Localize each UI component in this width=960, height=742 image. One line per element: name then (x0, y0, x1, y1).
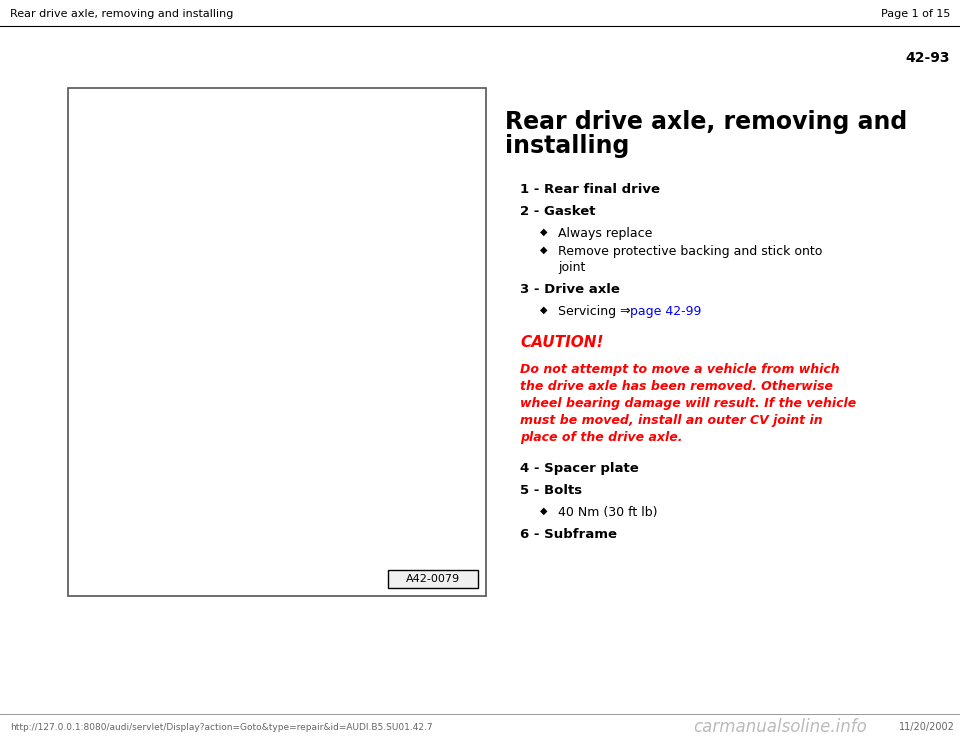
Text: 4 - Spacer plate: 4 - Spacer plate (520, 462, 638, 475)
Text: Servicing ⇒: Servicing ⇒ (558, 305, 635, 318)
Text: 11/20/2002: 11/20/2002 (900, 722, 955, 732)
Text: A42-0079: A42-0079 (406, 574, 460, 584)
Text: Do not attempt to move a vehicle from which: Do not attempt to move a vehicle from wh… (520, 363, 840, 376)
Bar (388, 570, 478, 588)
Text: joint: joint (558, 261, 586, 274)
Text: CAUTION!: CAUTION! (520, 335, 604, 350)
Text: page 42-99: page 42-99 (630, 305, 702, 318)
Text: Rear drive axle, removing and: Rear drive axle, removing and (505, 110, 907, 134)
Text: wheel bearing damage will result. If the vehicle: wheel bearing damage will result. If the… (520, 397, 856, 410)
Text: ◆: ◆ (540, 305, 547, 315)
Text: 6 - Subframe: 6 - Subframe (520, 528, 617, 541)
Text: 2 - Gasket: 2 - Gasket (520, 205, 595, 218)
Text: ◆: ◆ (540, 506, 547, 516)
Text: carmanualsoline.info: carmanualsoline.info (693, 718, 867, 736)
Text: 3 - Drive axle: 3 - Drive axle (520, 283, 620, 296)
Text: ◆: ◆ (540, 245, 547, 255)
Text: 42-93: 42-93 (905, 51, 949, 65)
Text: 1 - Rear final drive: 1 - Rear final drive (520, 183, 660, 196)
Text: installing: installing (505, 134, 630, 158)
Text: Always replace: Always replace (558, 227, 653, 240)
Text: the drive axle has been removed. Otherwise: the drive axle has been removed. Otherwi… (520, 380, 833, 393)
Text: 40 Nm (30 ft lb): 40 Nm (30 ft lb) (558, 506, 658, 519)
Text: ◆: ◆ (540, 227, 547, 237)
Text: Remove protective backing and stick onto: Remove protective backing and stick onto (558, 245, 823, 258)
Text: http://127.0.0.1:8080/audi/servlet/Display?action=Goto&type=repair&id=AUDI.B5.SU: http://127.0.0.1:8080/audi/servlet/Displ… (10, 723, 433, 732)
Text: must be moved, install an outer CV joint in: must be moved, install an outer CV joint… (520, 414, 823, 427)
Text: place of the drive axle.: place of the drive axle. (520, 431, 683, 444)
Text: 5 - Bolts: 5 - Bolts (520, 484, 582, 497)
Text: Page 1 of 15: Page 1 of 15 (880, 9, 950, 19)
Text: Rear drive axle, removing and installing: Rear drive axle, removing and installing (10, 9, 233, 19)
Bar (68, 88, 486, 596)
